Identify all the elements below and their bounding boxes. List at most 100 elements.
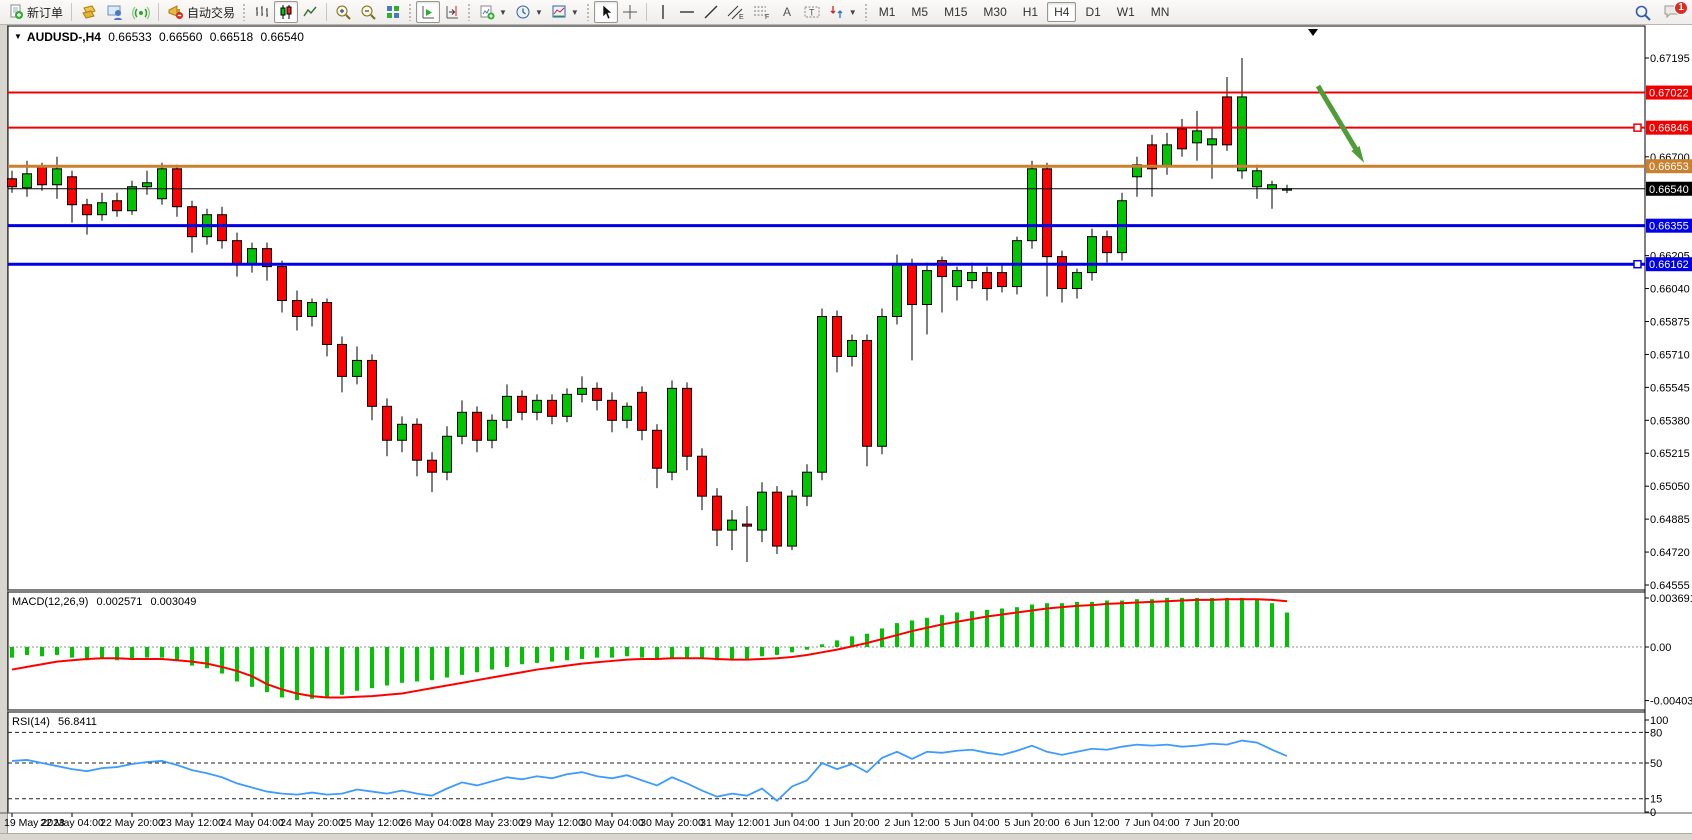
- text-tool-button[interactable]: A: [775, 1, 799, 23]
- macd-label: MACD(12,26,9) 0.002571 0.003049: [12, 596, 197, 608]
- trendline-icon: [704, 5, 718, 19]
- price-tick-label: 0.65380: [1650, 415, 1690, 427]
- vertical-line-tool-button[interactable]: [651, 1, 675, 23]
- channel-tool-button[interactable]: E: [723, 1, 749, 23]
- new-order-button[interactable]: 新订单: [4, 1, 67, 23]
- timeframe-H1[interactable]: H1: [1022, 5, 1039, 19]
- candle-bear: [982, 272, 992, 290]
- price-tick-label: 0.65545: [1650, 382, 1690, 394]
- time-axis-label: 1 Jun 20:00: [825, 817, 880, 829]
- search-icon[interactable]: [1634, 4, 1652, 22]
- candle-bull: [457, 411, 467, 437]
- candle-bear: [1147, 144, 1157, 170]
- signals-button[interactable]: [128, 1, 154, 23]
- candle-bear: [82, 204, 92, 216]
- price-tick-label: 0.64885: [1650, 514, 1690, 526]
- arrows-tool-button[interactable]: ▼: [825, 1, 861, 23]
- macd-signal-line: [11, 598, 1288, 699]
- candle-bull: [892, 264, 902, 318]
- autotrading-button[interactable]: 自动交易: [163, 1, 239, 23]
- trend-arrow-annotation: [1315, 84, 1365, 163]
- new-order-icon: [10, 4, 23, 19]
- periods-button[interactable]: ▼: [511, 1, 547, 23]
- candle-bear: [187, 206, 197, 238]
- rsi-axis-label: 50: [1650, 758, 1662, 770]
- horizontal-line-tool-button[interactable]: [675, 1, 699, 23]
- price-tick-label: 0.65710: [1650, 349, 1690, 361]
- timeframe-MN[interactable]: MN: [1150, 5, 1170, 19]
- candle-bull: [967, 272, 977, 282]
- candle-bear: [1177, 128, 1187, 150]
- candle-bear: [742, 523, 752, 527]
- rsi-axis-label: 100: [1650, 715, 1668, 727]
- timeframe-H4[interactable]: H4: [1047, 2, 1077, 22]
- candle-bull: [22, 173, 32, 189]
- auto-scroll-button[interactable]: [416, 1, 441, 23]
- equidistant-channel-icon: E: [727, 5, 744, 20]
- rsi-line: [11, 739, 1288, 802]
- crosshair-tool-button[interactable]: [618, 1, 642, 23]
- zoom-out-icon: [361, 5, 376, 20]
- rsi-axis-label: 80: [1650, 727, 1662, 739]
- candle-bear: [1042, 168, 1052, 258]
- collapse-triangle-icon[interactable]: ▼: [14, 32, 22, 41]
- notifications-button[interactable]: 1: [1662, 0, 1688, 24]
- timeframe-M1[interactable]: M1: [878, 5, 896, 19]
- tile-windows-button[interactable]: [381, 1, 405, 23]
- candle-bull: [352, 359, 362, 377]
- signal-waves-icon: [132, 6, 150, 20]
- new-chart-button[interactable]: ▼: [475, 1, 511, 23]
- price-badge: [1646, 159, 1692, 174]
- candlestick-icon: [280, 5, 292, 19]
- timeframe-M15[interactable]: M15: [944, 5, 968, 19]
- macd-axis-label: -0.004037: [1650, 696, 1692, 708]
- cursor-tool-button[interactable]: [593, 1, 618, 23]
- candle-bull: [142, 182, 152, 188]
- candle-bear: [652, 429, 662, 469]
- chart-quote-line: ▼ AUDUSD-,H4 0.66533 0.66560 0.66518 0.66…: [14, 30, 308, 44]
- svg-text:E: E: [739, 14, 744, 20]
- time-axis-label: 29 May 12:00: [520, 817, 584, 829]
- fibonacci-icon: F: [753, 6, 769, 20]
- timeframe-W1[interactable]: W1: [1116, 5, 1135, 19]
- rsi-axis-label: 0: [1650, 807, 1656, 819]
- time-axis-label: 28 May 23:00: [460, 817, 524, 829]
- price-tick-label: 0.65215: [1650, 448, 1690, 460]
- text-label-tool-button[interactable]: T: [799, 1, 825, 23]
- candle-bull: [532, 399, 542, 413]
- candlestick-type-button[interactable]: [274, 1, 299, 23]
- chart-shift-button[interactable]: [440, 1, 464, 23]
- candle-bull: [1027, 168, 1037, 242]
- svg-text:T: T: [809, 8, 815, 18]
- time-axis-label: 5 Jun 20:00: [1005, 817, 1060, 829]
- candle-bull: [1207, 138, 1217, 146]
- timeframe-D1[interactable]: D1: [1085, 5, 1101, 19]
- candle-bull: [922, 270, 932, 306]
- fibonacci-tool-button[interactable]: F: [749, 1, 775, 23]
- candle-bear: [1222, 96, 1232, 146]
- trendline-tool-button[interactable]: [699, 1, 723, 23]
- deposit-button[interactable]: [76, 1, 102, 23]
- templates-button[interactable]: ▼: [547, 1, 583, 23]
- time-axis-label: 24 May 04:00: [220, 817, 284, 829]
- candle-bear: [112, 200, 122, 212]
- timeframe-M30[interactable]: M30: [983, 5, 1007, 19]
- time-axis-label: 5 Jun 04:00: [945, 817, 1000, 829]
- zoom-in-button[interactable]: [331, 1, 356, 23]
- candle-bear: [277, 266, 287, 302]
- zoom-in-icon: [336, 5, 351, 20]
- candle-bear: [592, 387, 602, 401]
- candle-bull: [52, 168, 62, 186]
- bar-chart-type-button[interactable]: [250, 1, 274, 23]
- person-chart-icon: [107, 5, 123, 20]
- candle-bull: [157, 168, 167, 200]
- timeframe-M5[interactable]: M5: [911, 5, 929, 19]
- quote-high: 0.66560: [159, 30, 203, 44]
- line-chart-type-button[interactable]: [298, 1, 322, 23]
- zoom-out-button[interactable]: [356, 1, 381, 23]
- auto-scroll-icon: [422, 6, 435, 19]
- price-badge: [1646, 85, 1692, 100]
- time-axis-label: 30 May 20:00: [640, 817, 704, 829]
- community-button[interactable]: [102, 1, 128, 23]
